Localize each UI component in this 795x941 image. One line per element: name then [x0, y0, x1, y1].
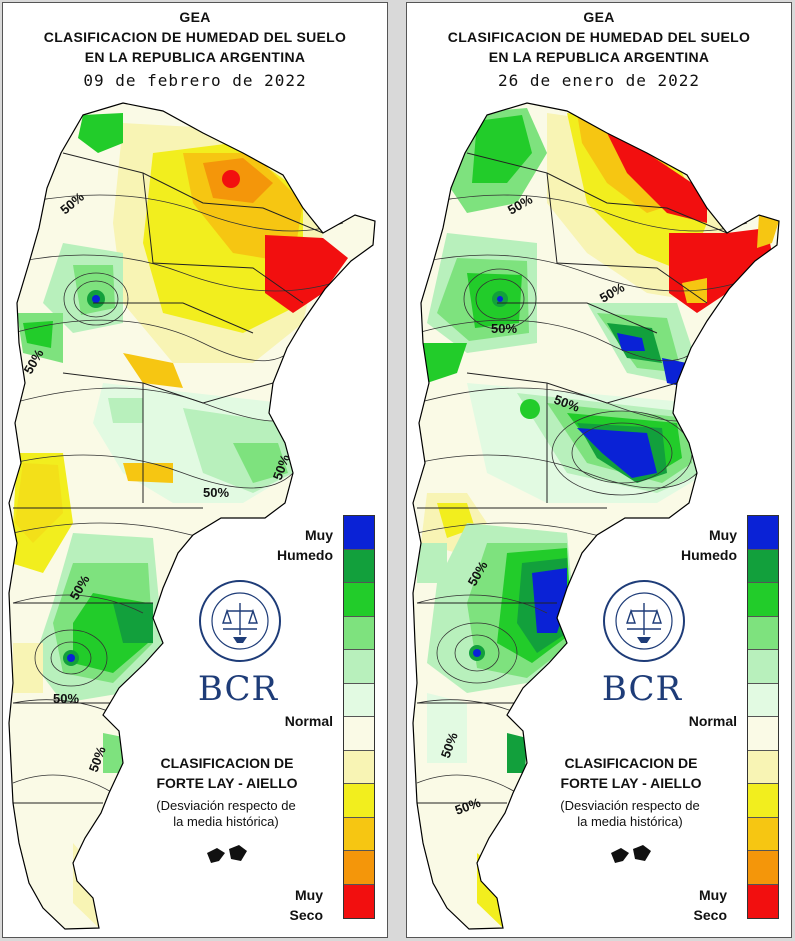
bcr-logo-text: BCR: [601, 669, 683, 709]
legend-label-muy-top: Muy: [305, 527, 333, 543]
legend-label-humedo: Humedo: [277, 547, 333, 563]
legend-swatch: [344, 549, 374, 583]
map-panel-left: 50% 50% 50% 50% 50% 50% 50% GEA CLASIFIC…: [2, 2, 388, 938]
bcr-seal-icon: [199, 580, 281, 662]
classification-subtitle-2: la media histórica): [173, 814, 279, 829]
classification-subtitle-2: la media histórica): [577, 814, 683, 829]
contour-label: 50%: [491, 321, 517, 336]
legend-swatch: [344, 616, 374, 650]
legend-swatch: [748, 784, 778, 818]
legend-label-normal: Normal: [688, 713, 737, 729]
legend-swatch: [344, 851, 374, 885]
legend-swatch: [748, 717, 778, 751]
legend-label-muy-bottom: Muy: [699, 887, 727, 903]
legend-swatch: [748, 650, 778, 684]
legend-label-humedo: Humedo: [681, 547, 737, 563]
classification-title-1: CLASIFICACION DE: [160, 755, 294, 771]
legend-swatch: [344, 583, 374, 617]
malvinas-islands: [611, 845, 651, 863]
legend-swatch: [344, 817, 374, 851]
title-line-3: EN LA REPUBLICA ARGENTINA: [488, 49, 710, 65]
classification-title-2: FORTE LAY - AIELLO: [560, 775, 702, 791]
legend-swatch: [344, 650, 374, 684]
color-legend: [343, 515, 375, 919]
legend-swatch: [344, 884, 374, 918]
legend-swatch: [344, 784, 374, 818]
legend-swatch: [748, 851, 778, 885]
legend-swatch: [344, 717, 374, 751]
legend-swatch: [748, 616, 778, 650]
legend-label-normal: Normal: [284, 713, 333, 729]
title-line-2: CLASIFICACION DE HUMEDAD DEL SUELO: [447, 29, 751, 45]
bcr-logo-text: BCR: [197, 669, 279, 709]
legend-swatch: [344, 683, 374, 717]
contour-label: 50%: [203, 485, 229, 500]
legend-swatch: [748, 817, 778, 851]
title-line-2: CLASIFICACION DE HUMEDAD DEL SUELO: [43, 29, 347, 45]
bcr-seal-icon: [603, 580, 685, 662]
legend-label-muy-bottom: Muy: [295, 887, 323, 903]
legend-swatch: [748, 583, 778, 617]
classification-subtitle-1: (Desviación respecto de: [560, 798, 700, 813]
malvinas-islands: [207, 845, 247, 863]
map-date: 26 de enero de 2022: [497, 71, 701, 90]
legend-swatch: [748, 750, 778, 784]
legend-swatch: [748, 683, 778, 717]
soil-moisture-map: 50% 50% 50% 50% 50% 50% 50%: [8, 102, 376, 930]
contour-label: 50%: [53, 691, 79, 706]
legend-label-muy-top: Muy: [709, 527, 737, 543]
legend-label-seco: Seco: [693, 907, 727, 923]
title-line-3: EN LA REPUBLICA ARGENTINA: [84, 49, 306, 65]
legend-swatch: [748, 549, 778, 583]
soil-moisture-map: 50% 50% 50% 50% 50% 50% 50%: [412, 102, 780, 930]
title-gea: GEA: [583, 9, 615, 25]
legend-label-seco: Seco: [289, 907, 323, 923]
map-panel-right: 50% 50% 50% 50% 50% 50% 50% GEA CLASIFIC…: [406, 2, 792, 938]
color-legend: [747, 515, 779, 919]
legend-swatch: [344, 516, 374, 550]
legend-swatch: [748, 516, 778, 550]
map-date: 09 de febrero de 2022: [83, 71, 307, 90]
title-gea: GEA: [179, 9, 211, 25]
classification-title-2: FORTE LAY - AIELLO: [156, 775, 298, 791]
classification-title-1: CLASIFICACION DE: [564, 755, 698, 771]
legend-swatch: [748, 884, 778, 918]
legend-swatch: [344, 750, 374, 784]
classification-subtitle-1: (Desviación respecto de: [156, 798, 296, 813]
